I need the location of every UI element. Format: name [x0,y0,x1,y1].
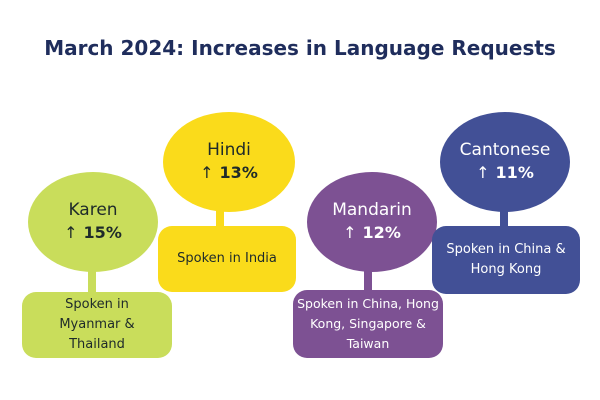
page-title: March 2024: Increases in Language Reques… [44,36,556,60]
cantonese-increase: ↑ 11% [476,161,534,185]
mandarin-spoken-box: Spoken in China, Hong Kong, Singapore & … [293,290,443,358]
mandarin-increase: ↑ 12% [343,221,401,245]
mandarin-spoken: Spoken in China, Hong Kong, Singapore & … [297,296,439,351]
cantonese-spoken: Spoken in China & Hong Kong [446,242,566,277]
up-arrow-icon: ↑ [476,163,490,182]
hindi-increase: ↑ 13% [200,161,258,185]
mandarin-bubble: Mandarin ↑ 12% [307,172,437,272]
cantonese-spoken-box: Spoken in China & Hong Kong [432,226,580,294]
cantonese-name: Cantonese [459,140,551,160]
karen-percent: 15% [83,223,122,242]
hindi-percent: 13% [219,163,258,182]
up-arrow-icon: ↑ [200,163,214,182]
cantonese-percent: 11% [495,163,534,182]
up-arrow-icon: ↑ [343,223,357,242]
karen-increase: ↑ 15% [64,221,122,245]
karen-bubble: Karen ↑ 15% [28,172,158,272]
karen-spoken: Spoken in Myanmar & Thailand [59,297,135,352]
up-arrow-icon: ↑ [64,223,78,242]
hindi-spoken-box: Spoken in India [158,226,296,292]
cantonese-bubble: Cantonese ↑ 11% [440,112,570,212]
mandarin-percent: 12% [362,223,401,242]
mandarin-name: Mandarin [332,200,412,220]
hindi-name: Hindi [207,140,251,160]
karen-spoken-box: Spoken in Myanmar & Thailand [22,292,172,358]
hindi-bubble: Hindi ↑ 13% [163,112,295,212]
karen-name: Karen [68,200,118,220]
hindi-spoken: Spoken in India [177,251,277,266]
